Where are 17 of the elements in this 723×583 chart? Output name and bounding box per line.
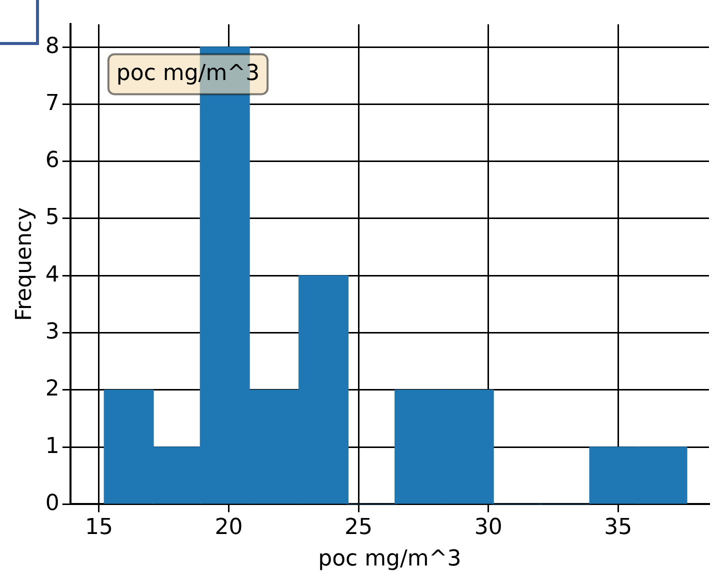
x-tick-label: 30 xyxy=(474,515,502,540)
x-tick-label: 35 xyxy=(604,515,632,540)
annotation: poc mg/m^3 xyxy=(116,60,260,86)
y-axis-title: Frequency xyxy=(12,207,37,322)
y-tick-label: 1 xyxy=(45,434,60,459)
y-tick-label: 4 xyxy=(45,262,60,288)
x-tick-label: 20 xyxy=(214,515,243,540)
y-tick-label: 5 xyxy=(45,205,60,230)
y-tick-label: 3 xyxy=(45,319,60,344)
y-tick-label: 8 xyxy=(45,34,60,59)
y-tick-label: 7 xyxy=(45,90,60,116)
y-tick-label: 2 xyxy=(45,376,60,402)
y-tick-label: 6 xyxy=(45,148,60,174)
x-tick-label: 25 xyxy=(344,515,373,540)
y-tick-label: 0 xyxy=(45,490,60,516)
x-tick-label: 15 xyxy=(84,515,113,540)
x-axis-title: poc mg/m^3 xyxy=(318,546,462,572)
